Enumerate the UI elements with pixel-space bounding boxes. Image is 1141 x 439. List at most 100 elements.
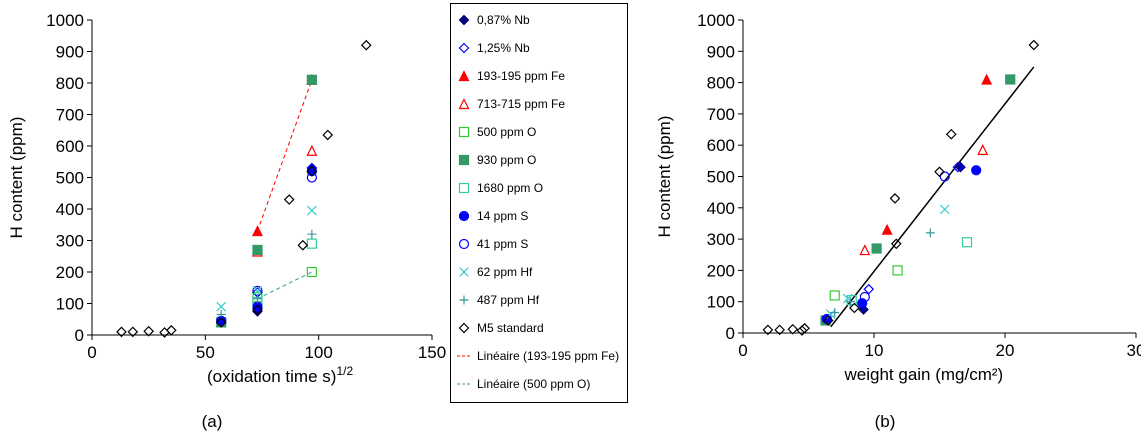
marker: [939, 204, 950, 215]
marker: [306, 165, 318, 177]
legend-label: 0,87% Nb: [477, 12, 530, 27]
legend-label: 41 ppm S: [477, 236, 529, 251]
marker: [881, 223, 893, 235]
legend-marker: [458, 154, 470, 166]
marker: [955, 161, 966, 173]
marker: [252, 285, 263, 296]
y-tick-label: 300: [56, 232, 84, 251]
x-tick-label: 150: [418, 343, 446, 362]
y-tick-label: 500: [707, 168, 735, 187]
marker: [306, 238, 317, 249]
legend-entry: 487 ppm Hf: [451, 286, 627, 314]
marker: [458, 42, 470, 54]
x-tick-label: 0: [87, 343, 96, 362]
trend-line: [830, 66, 1035, 328]
y-tick-label: 600: [707, 136, 735, 155]
y-tick-label: 800: [56, 74, 84, 93]
marker: [306, 144, 318, 156]
marker: [849, 302, 860, 314]
legend-label: M5 standard: [477, 320, 544, 335]
legend-label: 62 ppm Hf: [477, 264, 533, 279]
x-tick-label: 100: [304, 343, 332, 362]
y-tick-label: 400: [707, 199, 735, 218]
marker: [127, 326, 139, 338]
legend-entry: 62 ppm Hf: [451, 258, 627, 286]
legend-marker: [458, 210, 470, 222]
legend-entry: Linéaire (193-195 ppm Fe): [451, 342, 627, 370]
panel-label: (b): [875, 412, 896, 431]
marker: [799, 322, 810, 334]
marker: [252, 304, 263, 316]
legend-label: 713-715 ppm Fe: [477, 96, 566, 111]
panel-label: (a): [202, 412, 223, 431]
legend-marker: [458, 42, 470, 54]
marker: [458, 210, 470, 222]
legend-label: 14 ppm S: [477, 208, 529, 223]
x-axis-label: (oxidation time s)1/2: [207, 364, 353, 386]
marker: [252, 294, 262, 304]
legend-label: 487 ppm Hf: [477, 292, 540, 307]
legend-marker: [458, 14, 470, 26]
marker: [116, 326, 127, 338]
marker: [251, 225, 263, 237]
marker: [945, 128, 957, 140]
x-axis-label: weight gain (mg/cm²): [844, 365, 1004, 384]
y-tick-label: 500: [56, 169, 84, 188]
marker: [859, 291, 870, 303]
marker: [216, 301, 227, 312]
legend-marker: [458, 238, 470, 250]
legend: 0,87% Nb 1,25% Nb 193-195 ppm Fe 713-715 pp…: [450, 3, 628, 403]
legend-entry: 1680 ppm O: [451, 174, 627, 202]
y-tick-label: 1000: [697, 11, 735, 30]
marker: [961, 237, 973, 248]
legend-entry: 713-715 ppm Fe: [451, 90, 627, 118]
marker: [787, 323, 799, 335]
marker: [1028, 39, 1040, 51]
legend-marker: [458, 98, 470, 110]
marker: [846, 295, 857, 306]
marker: [306, 205, 317, 216]
y-tick-label: 1000: [46, 11, 84, 30]
legend-marker: [458, 322, 470, 334]
legend-label: Linéaire (500 ppm O): [477, 376, 591, 391]
legend-marker: [459, 295, 469, 305]
marker: [871, 243, 882, 254]
y-tick-label: 900: [56, 43, 84, 62]
y-tick-label: 0: [75, 326, 84, 345]
marker: [306, 172, 317, 183]
marker: [165, 324, 177, 336]
x-tick-label: 20: [996, 341, 1015, 360]
x-tick-label: 50: [196, 343, 215, 362]
marker: [252, 301, 263, 312]
marker: [459, 267, 469, 277]
marker: [252, 244, 263, 256]
marker: [458, 238, 470, 250]
marker: [971, 165, 982, 176]
y-tick-label: 100: [56, 295, 84, 314]
legend-entry: 14 ppm S: [451, 202, 627, 230]
legend-entry: 193-195 ppm Fe: [451, 62, 627, 90]
legend-label: 193-195 ppm Fe: [477, 68, 566, 83]
marker: [762, 324, 774, 336]
marker: [977, 144, 989, 155]
legend-entry: 930 ppm O: [451, 146, 627, 174]
y-tick-label: 700: [707, 105, 735, 124]
y-tick-label: 600: [56, 137, 84, 156]
y-axis-label: H content (ppm): [655, 116, 674, 238]
marker: [360, 39, 372, 51]
marker: [307, 229, 317, 239]
legend-marker: [457, 383, 471, 385]
legend-marker: [458, 70, 470, 82]
legend-entry: 41 ppm S: [451, 230, 627, 258]
marker: [458, 322, 470, 334]
marker: [283, 194, 295, 205]
marker: [774, 324, 786, 336]
marker: [796, 325, 808, 336]
legend-label: Linéaire (193-195 ppm Fe): [477, 348, 620, 363]
marker: [458, 98, 470, 110]
x-tick-label: 30: [1127, 341, 1141, 360]
marker: [825, 309, 836, 320]
y-tick-label: 100: [707, 293, 735, 312]
marker: [859, 244, 871, 256]
